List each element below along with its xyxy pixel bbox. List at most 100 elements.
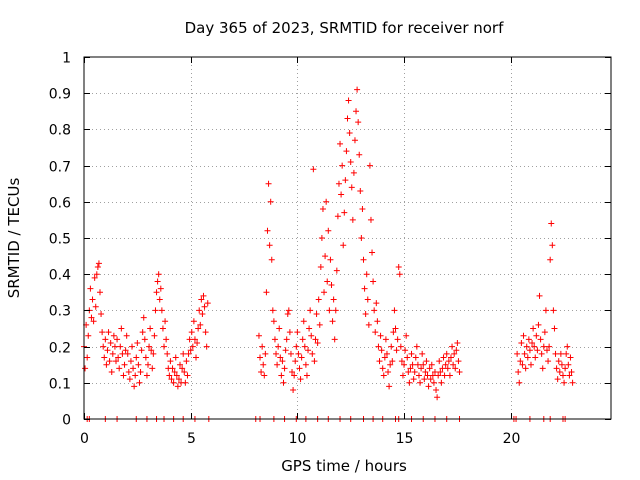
data-point (195, 325, 202, 332)
data-point (310, 166, 317, 173)
data-point (202, 329, 209, 336)
data-point (568, 368, 575, 375)
data-point (323, 198, 330, 205)
data-point (381, 354, 388, 361)
data-point (329, 318, 336, 325)
data-point (362, 311, 369, 318)
data-point (166, 372, 173, 379)
data-point (174, 383, 181, 390)
data-point (124, 350, 131, 357)
data-point (184, 372, 191, 379)
data-point (374, 318, 381, 325)
data-point (148, 347, 155, 354)
data-point (278, 372, 285, 379)
data-point (183, 358, 190, 365)
data-point (383, 350, 390, 357)
data-point (401, 361, 408, 368)
data-point (107, 339, 114, 346)
y-axis-title: SRMTID / TECUs (5, 178, 23, 299)
data-point (375, 343, 382, 350)
data-point (136, 379, 143, 386)
data-point (188, 329, 195, 336)
data-point (369, 249, 376, 256)
data-point (429, 372, 436, 379)
data-point (276, 325, 283, 332)
data-point (413, 343, 420, 350)
data-point (169, 365, 176, 372)
data-point (421, 376, 428, 383)
data-point (94, 263, 101, 270)
y-tick-labels: 0 0.1 0.2 0.3 0.4 0.5 0.6 0.7 0.8 0.9 1 (49, 51, 71, 429)
data-point (392, 325, 399, 332)
data-point (91, 274, 98, 281)
data-point (146, 343, 153, 350)
data-point (542, 307, 549, 314)
data-point (403, 332, 410, 339)
data-point (411, 368, 418, 375)
data-point (289, 368, 296, 375)
data-point (95, 260, 102, 267)
data-point (324, 278, 331, 285)
data-point (377, 332, 384, 339)
data-point (556, 368, 563, 375)
data-point (194, 339, 201, 346)
data-point (282, 347, 289, 354)
y-tick-label: 0 (62, 413, 71, 429)
y-tick-label: 0.2 (49, 341, 71, 357)
data-point (319, 206, 326, 213)
data-point (419, 350, 426, 357)
data-point (415, 372, 422, 379)
data-point (327, 256, 334, 263)
data-point (396, 271, 403, 278)
data-point (519, 361, 526, 368)
data-point (286, 329, 293, 336)
data-point (204, 300, 211, 307)
data-point (151, 332, 158, 339)
data-point (539, 365, 546, 372)
data-point (313, 311, 320, 318)
data-point (196, 307, 203, 314)
data-point (341, 209, 348, 216)
data-point (161, 343, 168, 350)
data-point (294, 329, 301, 336)
data-point (387, 361, 394, 368)
data-point (123, 332, 130, 339)
data-point (530, 325, 537, 332)
data-point (440, 354, 447, 361)
data-point (306, 325, 313, 332)
data-point (255, 332, 262, 339)
data-point (164, 350, 171, 357)
data-point (198, 296, 205, 303)
data-point (569, 379, 576, 386)
data-point (430, 379, 437, 386)
data-point (152, 307, 159, 314)
data-point (318, 235, 325, 241)
data-point (372, 329, 379, 336)
data-point (308, 332, 315, 339)
data-point (426, 365, 433, 372)
x-tick-labels: 0 5 10 15 20 (80, 431, 520, 447)
data-point (527, 361, 534, 368)
data-point (353, 108, 360, 115)
data-point (180, 350, 187, 357)
data-point (394, 336, 401, 343)
data-point (363, 271, 370, 278)
data-point (92, 303, 99, 310)
data-point (516, 379, 523, 386)
data-point (438, 379, 445, 386)
data-point (167, 358, 174, 365)
data-point (279, 358, 286, 365)
data-point (265, 180, 272, 187)
data-point (563, 350, 570, 357)
data-point (354, 86, 361, 93)
data-point (365, 321, 372, 328)
data-point (118, 325, 125, 332)
data-point (442, 361, 449, 368)
data-point (150, 350, 157, 357)
data-point (140, 314, 147, 321)
data-point (357, 187, 364, 194)
data-point (538, 350, 545, 357)
data-point (266, 242, 273, 249)
data-point (189, 343, 196, 350)
data-point (441, 372, 448, 379)
